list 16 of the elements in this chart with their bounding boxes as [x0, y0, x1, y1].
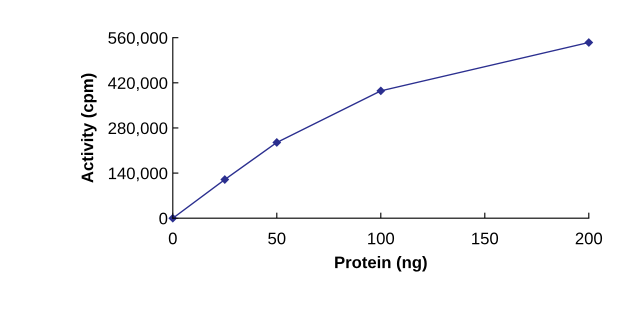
x-tick-label: 50: [268, 232, 286, 244]
y-tick-label: 280,000: [108, 122, 168, 136]
point: [376, 86, 385, 96]
point: [272, 138, 281, 147]
y-tick-label: 0: [159, 212, 168, 224]
y-tick-label: 140,000: [108, 167, 168, 182]
y-axis-title: Activity (cpm): [81, 74, 97, 183]
x-axis-title: Protein (ng): [335, 256, 427, 272]
x-tick-label: 200: [576, 232, 602, 244]
point: [584, 38, 593, 47]
x-tick-label: 0: [168, 232, 177, 244]
x-tick-label: 100: [368, 232, 394, 244]
x-tick-label: 150: [472, 232, 498, 244]
point: [220, 175, 229, 184]
y-tick-label: 420,000: [108, 77, 168, 91]
y-tick-label: 560,000: [108, 32, 168, 46]
